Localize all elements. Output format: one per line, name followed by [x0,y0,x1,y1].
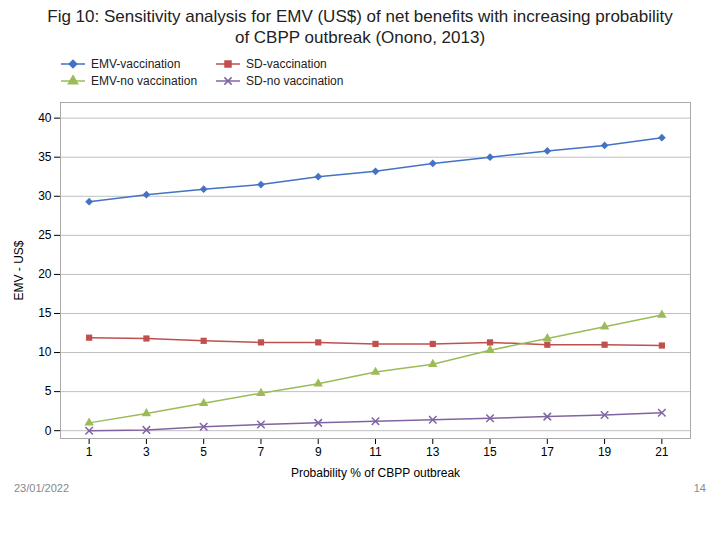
svg-text:15: 15 [38,306,52,320]
svg-text:0: 0 [45,423,52,437]
html-text:EMV-vaccination: EMV-vaccination [91,56,181,71]
svg-text:3: 3 [143,445,150,459]
svg-text:40: 40 [38,110,52,124]
svg-text:20: 20 [38,267,52,281]
svg-text:5: 5 [200,445,207,459]
svg-text:25: 25 [38,228,52,242]
svg-text:10: 10 [38,345,52,359]
svg-text:13: 13 [426,445,440,459]
html-text:14: 14 [693,481,706,494]
svg-text:19: 19 [598,445,612,459]
svg-text:5: 5 [45,384,52,398]
svg-text:15: 15 [483,445,497,459]
svg-text:7: 7 [258,445,265,459]
svg-text:9: 9 [315,445,322,459]
html-text:SD-no vaccination: SD-no vaccination [246,73,344,88]
svg-text:21: 21 [655,445,669,459]
html-text:EMV-no vaccination: EMV-no vaccination [91,73,198,88]
svg-text:11: 11 [369,445,382,459]
svg-text:1: 1 [86,445,93,459]
html-text:SD-vaccination: SD-vaccination [246,56,327,71]
html-text:Fig 10: Sensitivity analysis f: Fig 10: Sensitivity analysis for EMV (US… [47,7,673,48]
svg-text:30: 30 [38,189,52,203]
html-text:23/01/2022: 23/01/2022 [14,481,70,494]
svg-text:EMV - US$: EMV - US$ [12,240,26,300]
svg-text:Probability % of CBPP outbreak: Probability % of CBPP outbreak [291,465,461,479]
svg-text:35: 35 [38,150,52,164]
svg-text:17: 17 [541,445,555,459]
